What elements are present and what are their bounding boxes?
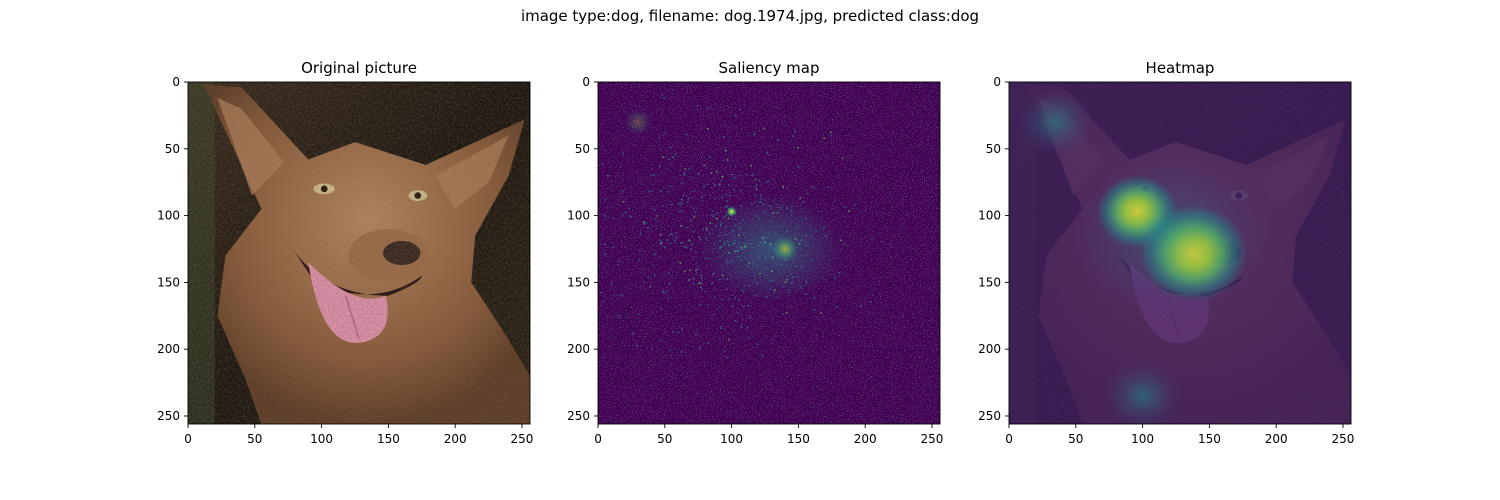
x-tick-label: 150 xyxy=(787,432,810,446)
x-tick-label: 0 xyxy=(594,432,602,446)
y-tick-label: 150 xyxy=(157,275,180,289)
axes-frame xyxy=(1008,81,1352,425)
x-tick-label: 50 xyxy=(247,432,262,446)
saliency-specks xyxy=(599,97,872,359)
panel-title: Heatmap xyxy=(1146,59,1215,77)
y-tick-label: 50 xyxy=(575,142,590,156)
x-tick-label: 50 xyxy=(657,432,672,446)
saliency-hotspot xyxy=(624,108,652,136)
saliency-hotspot xyxy=(771,235,799,263)
panel-image-photo xyxy=(188,82,530,424)
y-tick-label: 150 xyxy=(978,275,1001,289)
chart-panel-2: Saliency map 0 50 100 150 200 250 0 50 100 150 200 2… xyxy=(567,59,944,446)
axes-frame xyxy=(187,81,531,425)
saliency-hotspot xyxy=(726,206,737,217)
figure-suptitle: image type:dog, filename: dog.1974.jpg, … xyxy=(520,7,980,25)
x-tick-label: 100 xyxy=(1131,432,1154,446)
y-tick-label: 200 xyxy=(567,342,590,356)
x-tick-label: 150 xyxy=(377,432,400,446)
y-tick-label: 100 xyxy=(157,209,180,223)
y-tick-label: 0 xyxy=(582,75,590,89)
x-tick-label: 250 xyxy=(511,432,534,446)
y-tick-label: 200 xyxy=(978,342,1001,356)
heatmap-face-glow xyxy=(1069,155,1270,316)
panel-title: Original picture xyxy=(301,59,417,77)
chart-panel-1: Original picture 0 50 100 150 200 250 0 50 100 150… xyxy=(157,59,533,446)
x-tick-label: 200 xyxy=(1265,432,1288,446)
axes-frame xyxy=(597,81,941,425)
panel-image-saliency xyxy=(598,82,940,424)
y-tick-label: 100 xyxy=(978,209,1001,223)
y-tick-label: 50 xyxy=(986,142,1001,156)
y-tick-label: 0 xyxy=(172,75,180,89)
x-tick-label: 100 xyxy=(720,432,743,446)
heatmap-hotspot xyxy=(1105,362,1180,424)
y-tick-label: 250 xyxy=(978,409,1001,423)
x-tick-label: 200 xyxy=(444,432,467,446)
x-tick-label: 0 xyxy=(184,432,192,446)
y-tick-label: 150 xyxy=(567,275,590,289)
panel-image-heatmap-overlay xyxy=(1009,82,1351,424)
y-tick-label: 0 xyxy=(993,75,1001,89)
x-tick-label: 150 xyxy=(1198,432,1221,446)
x-tick-label: 250 xyxy=(1332,432,1355,446)
y-tick-label: 100 xyxy=(567,209,590,223)
y-tick-label: 250 xyxy=(567,409,590,423)
y-tick-label: 250 xyxy=(157,409,180,423)
y-tick-label: 200 xyxy=(157,342,180,356)
x-tick-label: 0 xyxy=(1005,432,1013,446)
y-tick-label: 50 xyxy=(165,142,180,156)
x-tick-label: 200 xyxy=(854,432,877,446)
x-tick-label: 250 xyxy=(921,432,944,446)
chart-panel-3: Heatmap 0 50 100 150 200 250 0 50 100 150 200 250 xyxy=(978,59,1354,446)
x-tick-label: 50 xyxy=(1068,432,1083,446)
heatmap-hotspot xyxy=(1018,88,1094,156)
panel-title: Saliency map xyxy=(718,59,819,77)
x-tick-label: 100 xyxy=(310,432,333,446)
